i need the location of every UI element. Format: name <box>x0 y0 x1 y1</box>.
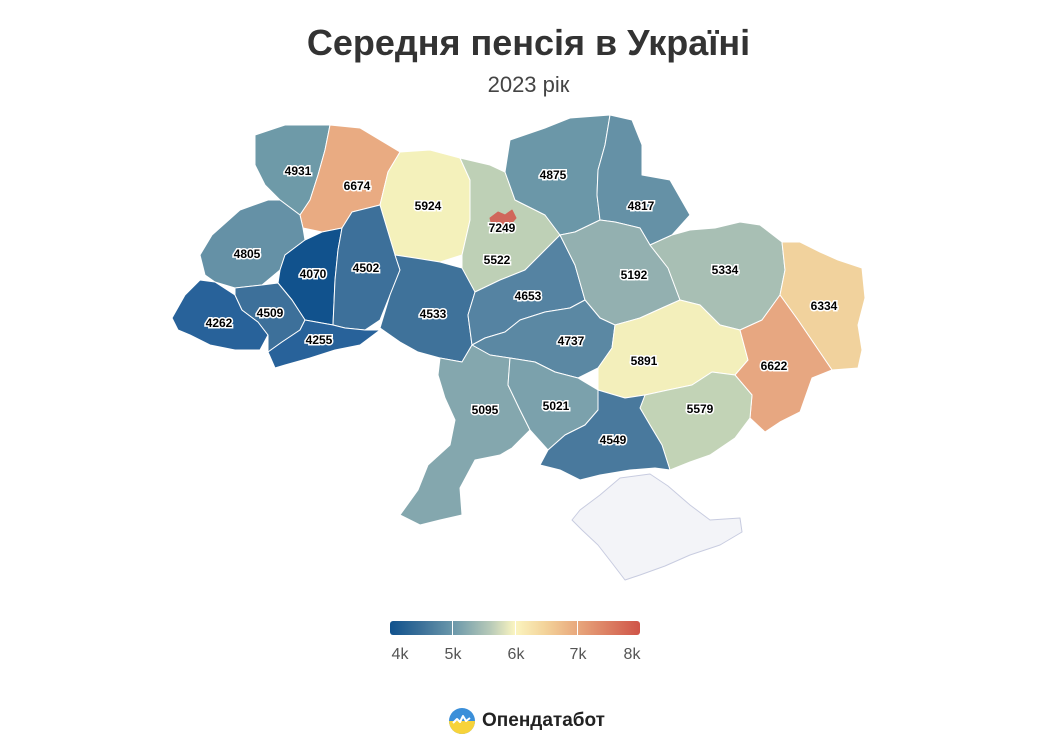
legend-tick-4k: 4k <box>391 646 409 663</box>
region-value-label-kyiv-oblast: 5522 <box>484 253 511 267</box>
region-value-label-kherson: 4549 <box>600 433 627 447</box>
legend-separator <box>452 621 453 635</box>
legend-tick-7k: 7k <box>569 646 587 663</box>
brand-name: Опендатабот <box>482 710 605 731</box>
legend-separator <box>577 621 578 635</box>
region-value-label-zakarpattia: 4262 <box>206 316 233 330</box>
region-value-label-volyn: 4931 <box>285 164 312 178</box>
region-value-label-ternopil: 4070 <box>300 267 327 281</box>
map-title: Середня пенсія в Україні <box>306 22 751 63</box>
legend-tick-6k: 6k <box>507 646 525 663</box>
region-value-label-kyiv-city: 7249 <box>489 221 516 235</box>
legend-separator <box>515 621 516 635</box>
region-value-label-poltava: 5192 <box>621 268 648 282</box>
legend-tick-5k: 5k <box>444 646 462 663</box>
region-value-label-vinnytsia: 4533 <box>420 307 447 321</box>
region-value-label-mykolaiv: 5021 <box>543 399 570 413</box>
region-value-label-luhansk: 6334 <box>811 299 838 313</box>
region-value-label-cherkasy: 4653 <box>515 289 542 303</box>
opendatabot-logo-icon <box>449 708 475 734</box>
region-value-label-sumy: 4817 <box>628 199 655 213</box>
region-kyiv-city[interactable] <box>489 209 517 233</box>
region-crimea[interactable] <box>571 473 743 581</box>
region-value-label-chernivtsi: 4255 <box>306 333 333 347</box>
region-kherson[interactable] <box>539 389 671 481</box>
legend-tick-8k: 8k <box>623 646 641 663</box>
region-value-label-ivano-frankivsk: 4509 <box>257 306 284 320</box>
region-chernivtsi[interactable] <box>267 319 381 369</box>
region-value-label-rivne: 6674 <box>344 179 371 193</box>
region-value-label-zhytomyr: 5924 <box>415 199 442 213</box>
region-khmelnytskyi[interactable] <box>332 204 401 331</box>
color-legend <box>390 621 640 637</box>
region-value-label-dnipropetrovsk: 5891 <box>631 354 658 368</box>
region-value-label-zaporizhzhia: 5579 <box>687 402 714 416</box>
region-value-label-kirovohrad: 4737 <box>558 334 585 348</box>
map-subtitle: 2023 рік <box>487 72 570 97</box>
brand-footer[interactable]: Опендатабот <box>448 706 605 736</box>
region-value-label-chernihiv: 4875 <box>540 168 567 182</box>
region-value-label-khmelnytskyi: 4502 <box>353 261 380 275</box>
region-odesa[interactable] <box>399 344 531 526</box>
region-value-label-donetsk: 6622 <box>761 359 788 373</box>
region-zhytomyr[interactable] <box>379 149 471 263</box>
region-value-label-kharkiv: 5334 <box>712 263 739 277</box>
region-value-label-lviv: 4805 <box>234 247 261 261</box>
region-value-label-odesa: 5095 <box>472 403 499 417</box>
